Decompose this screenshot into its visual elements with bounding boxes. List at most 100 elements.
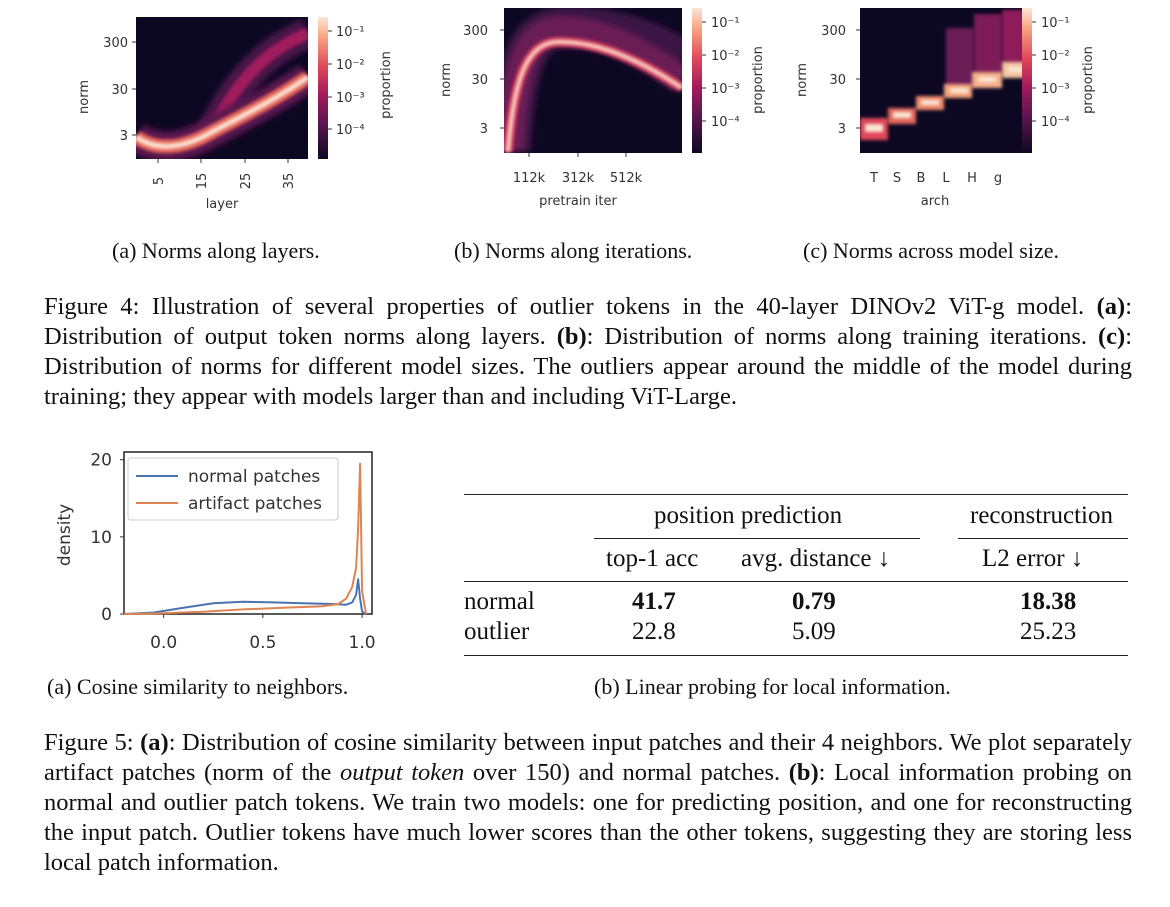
table-bottom-rule — [464, 655, 1128, 656]
fig5a-legend-artifact: artifact patches — [188, 494, 322, 514]
fig4c-xlabel: arch — [921, 194, 949, 209]
fig4a-heatmap-chart: 300 30 3 norm 5 15 25 35 layer 10⁻¹ 10⁻² — [77, 17, 394, 212]
table-cell-distance: 0.79 — [792, 588, 836, 615]
fig4-caption: Figure 4: Illustration of several proper… — [44, 292, 1132, 412]
table-cell-distance: 5.09 — [792, 618, 836, 645]
fig5a-xtick: 1.0 — [349, 633, 376, 653]
fig4-panel-b: 300 30 3 norm 112k 312k 512k pretrain it… — [430, 0, 770, 215]
fig4a-ylabel: norm — [77, 80, 92, 114]
table-cmidrule-reconstruction — [958, 538, 1128, 539]
fig4b-ytick: 30 — [471, 73, 488, 88]
fig4a-xtick: 35 — [282, 173, 297, 190]
fig4c-ytick: 30 — [829, 73, 846, 88]
fig4b-xlabel: pretrain iter — [539, 194, 617, 209]
fig4c-heatmap-chart: 300 30 3 norm T S B L H g arch 10⁻¹ 10⁻²… — [795, 8, 1096, 209]
fig4a-cbar-tick: 10⁻³ — [336, 91, 365, 106]
fig4a-cbar-tick: 10⁻¹ — [336, 25, 365, 40]
table-row-name: normal — [464, 588, 535, 615]
fig4c-y-axis: 300 30 3 norm — [795, 24, 860, 137]
table-group-position: position prediction — [654, 502, 843, 529]
fig4b-cbar-tick: 10⁻³ — [711, 82, 740, 97]
table-mid-rule — [464, 581, 1128, 582]
table-top-rule — [464, 494, 1128, 495]
fig5a-xtick: 0.5 — [249, 633, 276, 653]
fig5-caption: Figure 5: (a): Distribution of cosine si… — [44, 728, 1132, 878]
fig4a-cbar-label: proportion — [379, 51, 394, 119]
fig4b-ylabel: norm — [439, 63, 454, 97]
fig4-caption-label: Figure 4: — [44, 293, 140, 320]
fig4c-xtick: g — [994, 171, 1002, 186]
fig4c-colorbar: 10⁻¹ 10⁻² 10⁻³ 10⁻⁴ proportion — [1022, 8, 1096, 153]
fig5a-legend: normal patches artifact patches — [127, 457, 339, 521]
table-col-top1: top-1 acc — [606, 545, 699, 572]
fig4c-xtick: H — [967, 171, 977, 186]
fig4a-y-axis: 300 30 3 norm — [77, 36, 136, 144]
fig5a-axes: 0 10 20 0.0 0.5 1.0 — [90, 451, 375, 653]
fig4c-xtick: B — [917, 171, 926, 186]
fig5-caption-a: : Distribution of cosine similarity betw… — [44, 729, 1133, 786]
fig4b-xtick: 312k — [562, 171, 595, 186]
fig5a-legend-normal: normal patches — [188, 467, 320, 487]
table-col-distance: avg. distance ↓ — [741, 545, 891, 572]
fig4a-colorbar: 10⁻¹ 10⁻² 10⁻³ 10⁻⁴ proportion — [318, 17, 394, 159]
fig4-caption-a: : Distribution of output token norms alo… — [44, 293, 1132, 350]
fig4a-cbar-tick: 10⁻⁴ — [336, 123, 365, 138]
fig4-caption-a-tag: (a) — [1096, 293, 1126, 320]
fig4-caption-b: : Distribution of norms along training i… — [586, 323, 1088, 350]
fig5-caption-b: : Local information probing on normal an… — [44, 759, 1133, 876]
fig4c-x-axis: T S B L H g arch — [869, 171, 1002, 209]
fig4-caption-b-tag: (b) — [556, 323, 587, 350]
fig4b-band-core — [506, 39, 682, 153]
fig4c-cbar-tick: 10⁻² — [1041, 49, 1070, 64]
fig4-panel-a: 300 30 3 norm 5 15 25 35 layer 10⁻¹ 10⁻² — [70, 5, 400, 220]
fig5a-legend-box — [127, 457, 339, 521]
fig5-panel-a: 0 10 20 0.0 0.5 1.0 density normal patches ar… — [40, 440, 400, 660]
fig4a-ytick: 300 — [103, 36, 128, 51]
table-cell-top1: 22.8 — [632, 618, 676, 645]
fig4b-cbar-tick: 10⁻¹ — [711, 16, 740, 31]
fig4-caption-c-tag: (c) — [1098, 323, 1126, 350]
fig4c-ytick: 3 — [838, 122, 846, 137]
fig4b-y-axis: 300 30 3 norm — [439, 24, 504, 137]
fig5-table: position prediction reconstruction top-1… — [464, 490, 1130, 660]
fig4a-xtick: 15 — [195, 173, 210, 190]
fig5a-xtick: 0.0 — [150, 633, 177, 653]
fig4c-outlier-H — [946, 28, 974, 88]
fig5-caption-a-tag: (a) — [140, 729, 169, 756]
fig4b-caption: (b) Norms along iterations. — [454, 238, 693, 263]
fig4a-xlabel: layer — [206, 197, 239, 212]
fig4b-xtick: 512k — [610, 171, 643, 186]
fig4a-xtick: 25 — [239, 173, 254, 190]
fig4c-cbar-tick: 10⁻⁴ — [1041, 115, 1070, 130]
table-cell-l2: 18.38 — [1020, 588, 1077, 615]
fig4c-xtick: S — [893, 171, 901, 186]
fig5a-ytick: 0 — [101, 605, 112, 625]
fig4b-heatmap-chart: 300 30 3 norm 112k 312k 512k pretrain it… — [439, 8, 766, 209]
fig5b-caption: (b) Linear probing for local information… — [594, 674, 951, 699]
fig4-panel-c: 300 30 3 norm T S B L H g arch 10⁻¹ 10⁻²… — [790, 0, 1160, 215]
fig4a-xtick: 5 — [152, 177, 167, 185]
fig5a-caption: (a) Cosine similarity to neighbors. — [47, 674, 349, 699]
fig4c-ylabel: norm — [795, 63, 810, 97]
fig4-caption-intro: Illustration of several properties of ou… — [151, 293, 1085, 320]
fig5-caption-a-italic: output token — [340, 759, 465, 786]
fig5-caption-a2: over 150) and normal patches. — [464, 759, 781, 786]
fig4c-cbar-tick: 10⁻¹ — [1041, 16, 1070, 31]
fig5a-ytick: 20 — [90, 451, 112, 471]
table-col-l2: L2 error ↓ — [982, 545, 1084, 572]
fig4b-colorbar: 10⁻¹ 10⁻² 10⁻³ 10⁻⁴ proportion — [692, 8, 766, 153]
fig4c-xtick: T — [869, 171, 878, 186]
fig4a-x-axis: 5 15 25 35 layer — [152, 159, 297, 212]
table-cell-top1: 41.7 — [632, 588, 676, 615]
fig4a-ytick: 3 — [120, 129, 128, 144]
table-cell-l2: 25.23 — [1020, 618, 1077, 645]
fig4a-cbar-tick: 10⁻² — [336, 58, 365, 73]
fig4c-cbar-label: proportion — [1081, 46, 1096, 114]
fig4a-ytick: 30 — [111, 83, 128, 98]
fig4c-outlier-g — [974, 14, 1002, 74]
table-group-reconstruction: reconstruction — [970, 502, 1114, 529]
fig5-caption-b-tag: (b) — [788, 759, 819, 786]
fig4c-xtick: L — [942, 171, 950, 186]
fig5a-series — [123, 462, 367, 615]
table-row-name: outlier — [464, 618, 530, 645]
